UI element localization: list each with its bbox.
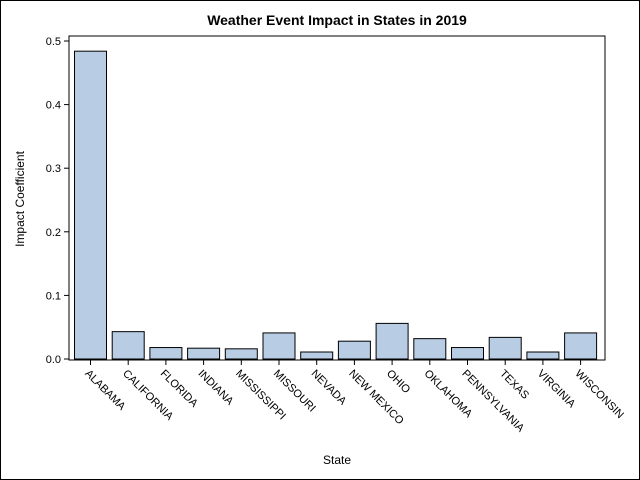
- bar-missouri: [262, 332, 296, 360]
- bar-pennsylvania: [451, 347, 484, 360]
- x-tick-label: VIRGINIA: [535, 368, 578, 411]
- bar-nevada: [300, 351, 334, 360]
- y-tick-label: 0.4: [46, 100, 61, 112]
- x-tick-label: OHIO: [384, 368, 413, 397]
- bar-alabama: [74, 50, 107, 360]
- x-tick-label: INDIANA: [195, 368, 236, 409]
- y-axis-label: Impact Coefficient: [13, 150, 27, 246]
- x-axis: ALABAMACALIFORNIAFLORIDAINDIANAMISSISSIP…: [82, 360, 626, 435]
- bar-oklahoma: [413, 338, 447, 360]
- y-tick-label: 0.5: [46, 36, 61, 48]
- bar-california: [111, 331, 145, 360]
- bars: [74, 50, 598, 360]
- y-tick-label: 0.2: [46, 227, 61, 239]
- bar-indiana: [187, 347, 221, 360]
- plot-area: [68, 35, 606, 361]
- bar-mississippi: [224, 348, 258, 360]
- x-tick-label: WISCONSIN: [572, 368, 625, 421]
- y-tick-label: 0.1: [46, 290, 61, 302]
- bar-texas: [488, 336, 522, 360]
- x-tick-label: TEXAS: [497, 368, 531, 402]
- y-axis: 0.0 0.1 0.2 0.3 0.4 0.5: [46, 36, 69, 366]
- bar-ohio: [375, 322, 409, 360]
- bar-virginia: [526, 351, 560, 360]
- bar-wisconsin: [564, 332, 598, 360]
- chart-title: Weather Event Impact in States in 2019: [207, 12, 467, 28]
- x-axis-label: State: [323, 453, 351, 467]
- y-tick-label: 0.0: [46, 354, 61, 366]
- bar-new-mexico: [337, 340, 371, 360]
- y-tick-label: 0.3: [46, 163, 61, 175]
- bar-florida: [149, 347, 183, 360]
